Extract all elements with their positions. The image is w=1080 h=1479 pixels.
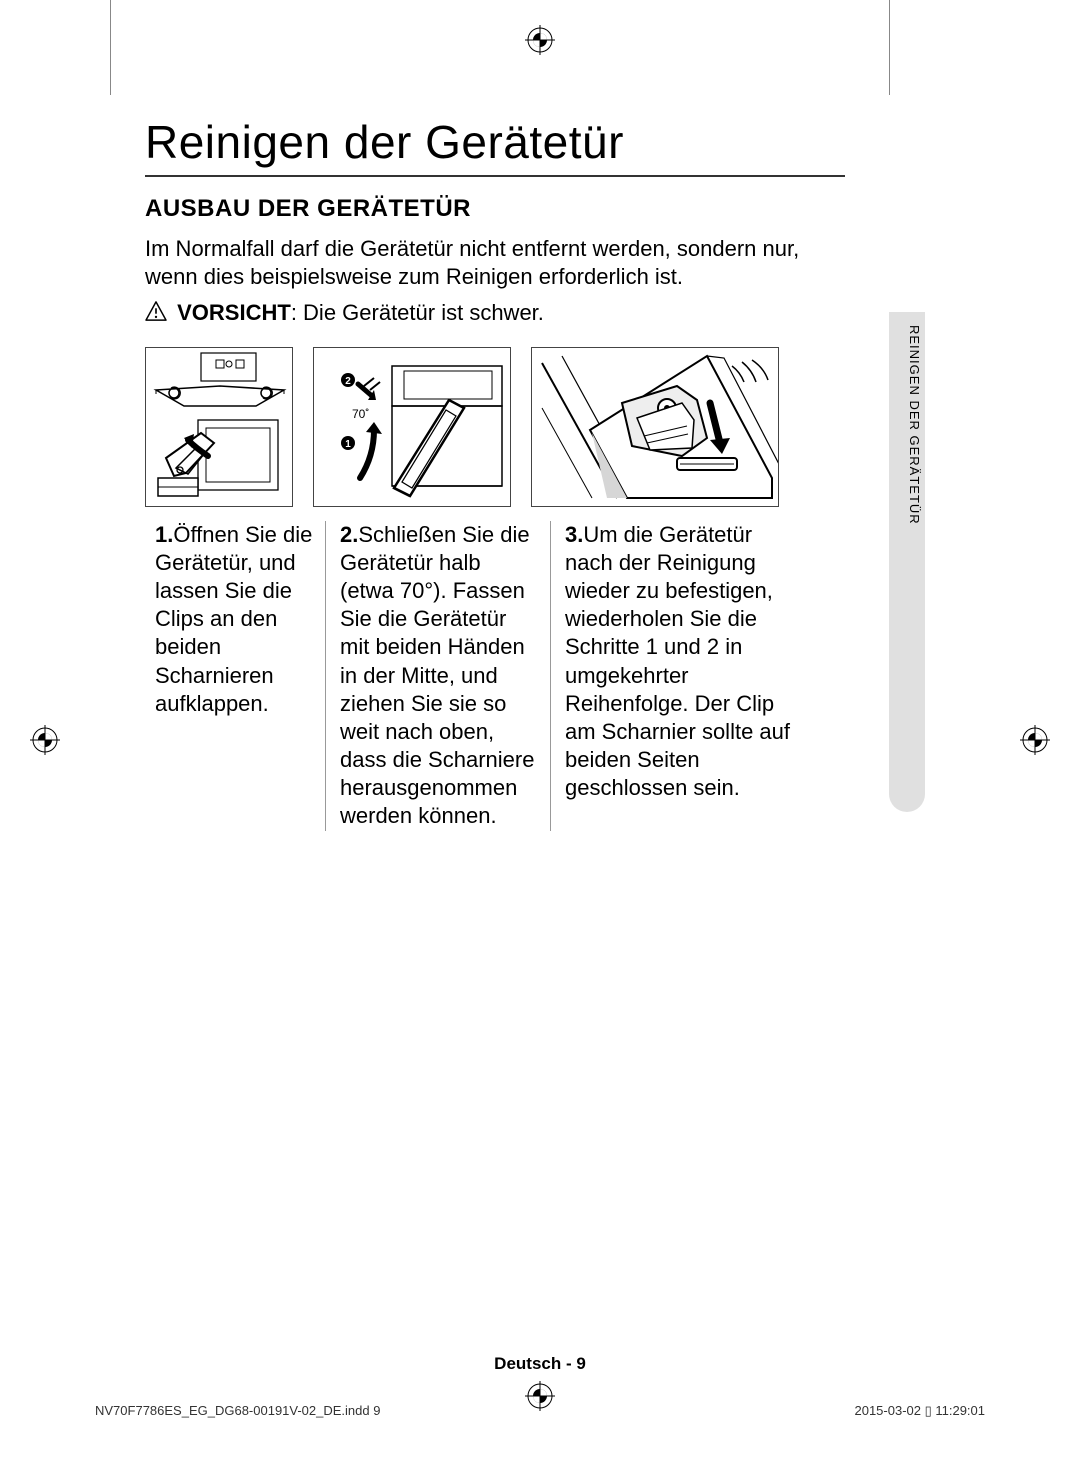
caution-row: VORSICHT: Die Gerätetür ist schwer. xyxy=(145,299,845,328)
page-title: Reinigen der Gerätetür xyxy=(145,115,845,177)
svg-text:1: 1 xyxy=(345,439,351,450)
step-2-number: 2. xyxy=(340,522,358,547)
registration-mark-top xyxy=(525,25,555,55)
footer-timestamp: 2015-03-02 ▯ 11:29:01 xyxy=(854,1403,985,1419)
guide-line-left xyxy=(110,0,111,95)
caution-text: : Die Gerätetür ist schwer. xyxy=(291,300,544,325)
step-3-number: 3. xyxy=(565,522,583,547)
side-tab-label: REINIGEN DER GERÄTETÜR xyxy=(907,325,922,525)
steps-row: 1.Öffnen Sie die Gerätetür, und lassen S… xyxy=(145,521,845,831)
figure-2-door-angle: 2 1 70˚ xyxy=(313,347,511,507)
footer-language-page: Deutsch - 9 xyxy=(494,1354,586,1374)
registration-mark-left xyxy=(30,725,60,755)
step-1: 1.Öffnen Sie die Gerätetür, und lassen S… xyxy=(145,521,325,831)
step-1-text: Öffnen Sie die Gerätetür, und lassen Sie… xyxy=(155,522,312,716)
figure-1-hinge-clip xyxy=(145,347,293,507)
figures-row: 2 1 70˚ xyxy=(145,347,845,507)
footer-filename: NV70F7786ES_EG_DG68-00191V-02_DE.indd 9 xyxy=(95,1403,380,1419)
section-title: AUSBAU DER GERÄTETÜR xyxy=(145,195,845,223)
step-2: 2.Schließen Sie die Gerätetür halb (etwa… xyxy=(325,521,550,831)
step-1-number: 1. xyxy=(155,522,173,547)
angle-label: 70˚ xyxy=(352,407,369,421)
content-area: Reinigen der Gerätetür AUSBAU DER GERÄTE… xyxy=(145,115,845,831)
guide-line-right xyxy=(889,0,890,95)
step-3: 3.Um die Gerätetür nach der Reinigung wi… xyxy=(550,521,810,831)
step-2-text: Schließen Sie die Gerätetür halb (etwa 7… xyxy=(340,522,534,829)
registration-mark-right xyxy=(1020,725,1050,755)
footer-meta: NV70F7786ES_EG_DG68-00191V-02_DE.indd 9 … xyxy=(95,1403,985,1419)
caution-label: VORSICHT xyxy=(177,300,291,325)
step-3-text: Um die Gerätetür nach der Reinigung wied… xyxy=(565,522,790,800)
figure-3-hinge-closeup xyxy=(531,347,779,507)
svg-text:2: 2 xyxy=(345,376,351,387)
warning-icon xyxy=(145,300,167,329)
intro-paragraph: Im Normalfall darf die Gerätetür nicht e… xyxy=(145,235,845,291)
